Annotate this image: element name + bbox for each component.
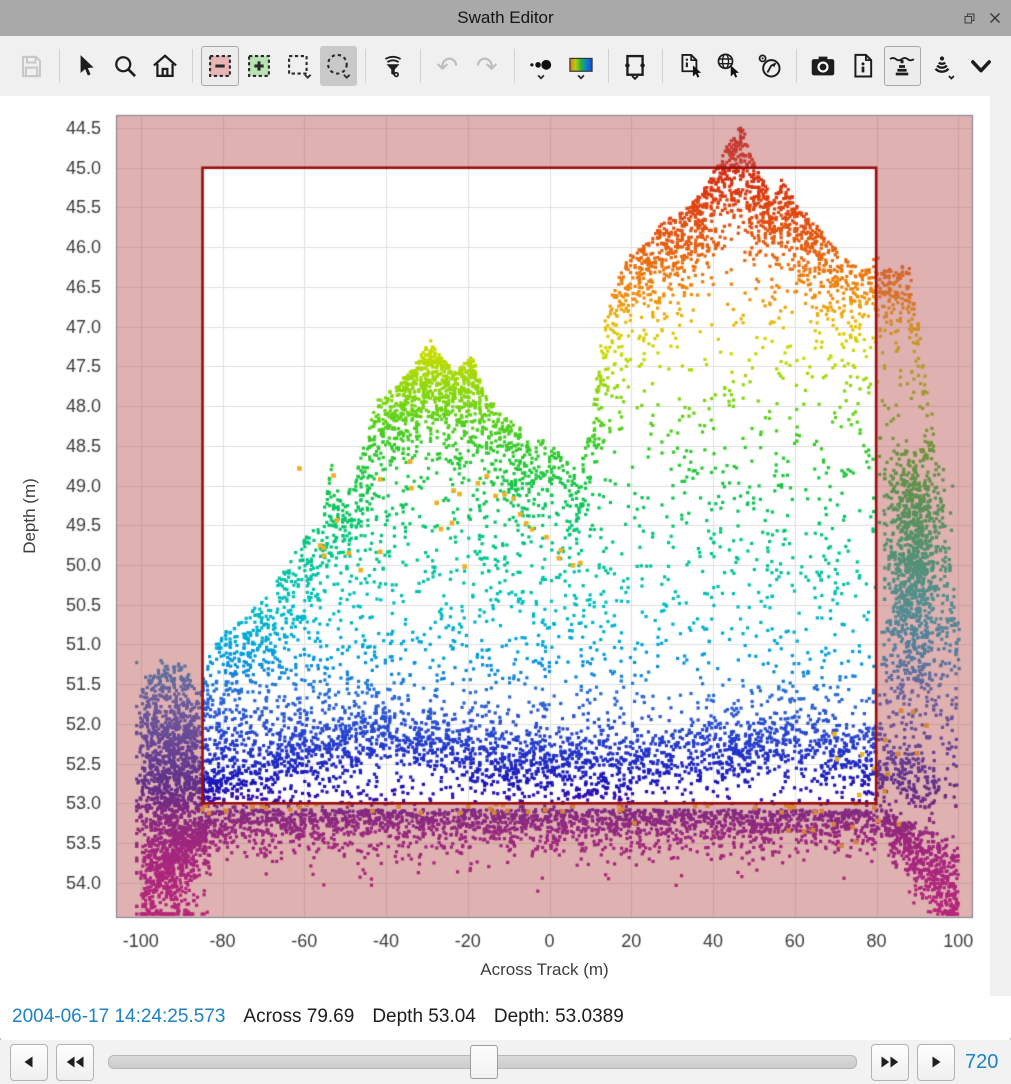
status-depth: Depth 53.04 bbox=[372, 1006, 476, 1027]
status-across: Across 79.69 bbox=[243, 1006, 355, 1027]
time-slider[interactable] bbox=[108, 1045, 857, 1079]
save-button[interactable] bbox=[13, 46, 51, 86]
point-size-button[interactable] bbox=[523, 46, 561, 86]
undo-button[interactable]: ↶ bbox=[429, 46, 467, 86]
colormap-button[interactable] bbox=[562, 46, 600, 86]
close-icon[interactable] bbox=[987, 10, 1003, 26]
toolbar-separator bbox=[513, 49, 515, 83]
pointer-tool-button[interactable] bbox=[68, 46, 106, 86]
rectangle-select-button[interactable] bbox=[280, 46, 318, 86]
toolbar-separator bbox=[607, 49, 609, 83]
time-slider-handle[interactable] bbox=[469, 1045, 498, 1079]
metadata-button[interactable] bbox=[844, 46, 882, 86]
undo-icon: ↶ bbox=[436, 51, 459, 81]
swath-bounds-button[interactable] bbox=[617, 46, 655, 86]
y-axis-title: Depth (m) bbox=[20, 478, 39, 554]
swath-scatter-canvas[interactable] bbox=[0, 96, 1011, 996]
float-window-icon[interactable] bbox=[961, 10, 977, 26]
home-button[interactable] bbox=[147, 46, 185, 86]
status-timestamp: 2004-06-17 14:24:25.573 bbox=[12, 1006, 226, 1027]
accept-rectangle-select-button[interactable] bbox=[241, 46, 279, 86]
redo-icon: ↷ bbox=[475, 51, 498, 81]
frame-number: 720 bbox=[965, 1050, 999, 1073]
swath-plot-panel: Across Track (m) Depth (m) bbox=[0, 96, 1011, 996]
navigation-bar: 720 bbox=[0, 1040, 1011, 1084]
lasso-select-button[interactable] bbox=[319, 46, 357, 86]
swath-profile-view-button[interactable] bbox=[883, 46, 921, 86]
status-depth-precise: Depth: 53.0389 bbox=[493, 1006, 624, 1027]
x-axis-title: Across Track (m) bbox=[480, 960, 609, 979]
zoom-tool-button[interactable] bbox=[107, 46, 145, 86]
toolbar-separator bbox=[662, 49, 663, 83]
step-forward-button[interactable] bbox=[917, 1043, 955, 1081]
geo-pick-button[interactable] bbox=[711, 46, 749, 86]
info-pick-button[interactable] bbox=[671, 46, 709, 86]
titlebar[interactable]: Swath Editor bbox=[0, 0, 1011, 36]
toolbar-separator bbox=[365, 49, 366, 83]
redo-button[interactable]: ↷ bbox=[468, 46, 506, 86]
step-back-button[interactable] bbox=[10, 1043, 48, 1081]
beam-filter-button[interactable] bbox=[374, 46, 412, 86]
page-forward-button[interactable] bbox=[871, 1043, 909, 1081]
page-back-button[interactable] bbox=[56, 1043, 94, 1081]
navigation-view-button[interactable] bbox=[750, 46, 788, 86]
statusbar: 2004-06-17 14:24:25.573 Across 79.69 Dep… bbox=[0, 996, 1011, 1038]
toolbar-separator bbox=[795, 49, 797, 83]
rejected-soundings-view-button[interactable] bbox=[923, 46, 961, 86]
reject-rectangle-select-button[interactable] bbox=[201, 46, 239, 86]
toolbar-separator bbox=[58, 49, 60, 83]
window-title: Swath Editor bbox=[457, 8, 554, 27]
right-gutter bbox=[990, 96, 1011, 996]
snapshot-button[interactable] bbox=[805, 46, 843, 86]
toolbar: ↶ ↷ bbox=[0, 36, 1011, 96]
toolbar-separator bbox=[419, 49, 421, 83]
more-tools-button[interactable] bbox=[963, 46, 1001, 86]
toolbar-separator bbox=[192, 49, 193, 83]
